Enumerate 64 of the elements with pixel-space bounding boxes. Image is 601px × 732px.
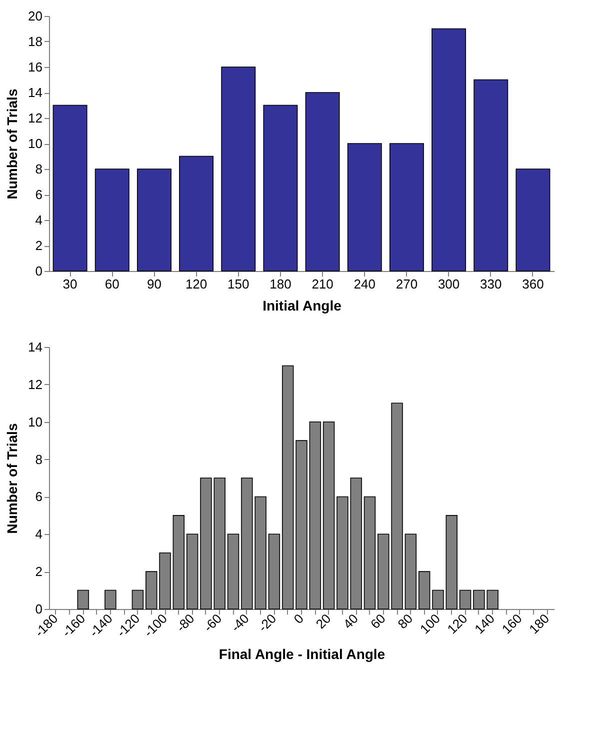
x-tick-label: -160 — [59, 610, 88, 640]
x-tick-label: 60 — [368, 610, 388, 632]
x-tick-label: 150 — [228, 276, 250, 292]
bar — [389, 143, 424, 272]
x-tick-label: 360 — [522, 276, 544, 292]
bar — [432, 28, 466, 272]
x-tick-label: 40 — [340, 610, 362, 632]
y-tick-label: 14 — [28, 85, 42, 100]
x-tick-label: 20 — [312, 610, 334, 632]
x-tick-label: 300 — [438, 276, 460, 292]
x-tick-label: 160 — [498, 610, 525, 637]
x-axis-title: Final Angle - Initial Angle — [218, 646, 386, 662]
y-tick-label: 2 — [35, 564, 42, 580]
y-tick-label: 4 — [35, 212, 42, 228]
x-tick-label: 210 — [312, 276, 334, 292]
x-tick-label: 330 — [480, 276, 502, 292]
x-tick-label: -80 — [173, 610, 198, 635]
bar — [94, 168, 130, 272]
x-tick-label: -140 — [86, 610, 116, 640]
y-tick-label: 14 — [28, 340, 42, 354]
y-tick-label: 20 — [28, 8, 42, 24]
x-tick-label: 120 — [185, 276, 208, 292]
y-tick-label: 16 — [28, 60, 42, 74]
y-tick-label: 8 — [35, 452, 42, 467]
x-tick-label: 240 — [354, 276, 376, 292]
x-tick-label: -40 — [228, 610, 252, 635]
x-tick-label: 120 — [444, 610, 470, 637]
bar — [474, 79, 508, 272]
x-tick-label: -120 — [114, 610, 143, 640]
y-tick-label: 6 — [35, 187, 42, 202]
y-tick-label: 4 — [35, 526, 42, 542]
y-tick-label: 10 — [28, 136, 42, 151]
bar — [263, 104, 298, 272]
y-tick-label: 8 — [35, 162, 42, 176]
bar — [305, 92, 340, 272]
y-tick-label: 6 — [35, 489, 42, 504]
x-tick-label: -60 — [200, 610, 225, 635]
x-tick-label: 80 — [394, 610, 416, 632]
bar — [52, 104, 88, 272]
y-axis-title: Number of Trials — [4, 88, 20, 200]
x-tick-label: 60 — [104, 276, 120, 292]
x-tick-label: 90 — [146, 276, 162, 292]
x-tick-label: 140 — [472, 610, 498, 637]
y-tick-label: 18 — [28, 34, 42, 49]
bar — [136, 168, 172, 272]
y-tick-label: 2 — [35, 238, 42, 253]
x-axis-title: Initial Angle — [262, 298, 342, 314]
y-tick-label: 10 — [28, 414, 42, 430]
x-tick-label: 30 — [62, 276, 78, 292]
x-tick-label: -100 — [140, 610, 170, 640]
y-tick-label: 0 — [35, 264, 42, 278]
bar — [347, 143, 382, 272]
y-tick-label: 12 — [28, 110, 42, 126]
y-tick-label: 12 — [28, 376, 42, 392]
bar — [179, 156, 214, 272]
x-tick-label: 180 — [270, 276, 292, 292]
x-tick-label: 270 — [396, 276, 418, 292]
x-tick-label: 100 — [416, 610, 443, 637]
x-tick-label: 0 — [290, 610, 306, 627]
bar — [516, 168, 550, 272]
y-axis-title: Number of Trials — [4, 423, 20, 534]
x-tick-label: -20 — [255, 610, 280, 635]
bar — [221, 66, 256, 272]
x-tick-label: 180 — [526, 610, 552, 637]
